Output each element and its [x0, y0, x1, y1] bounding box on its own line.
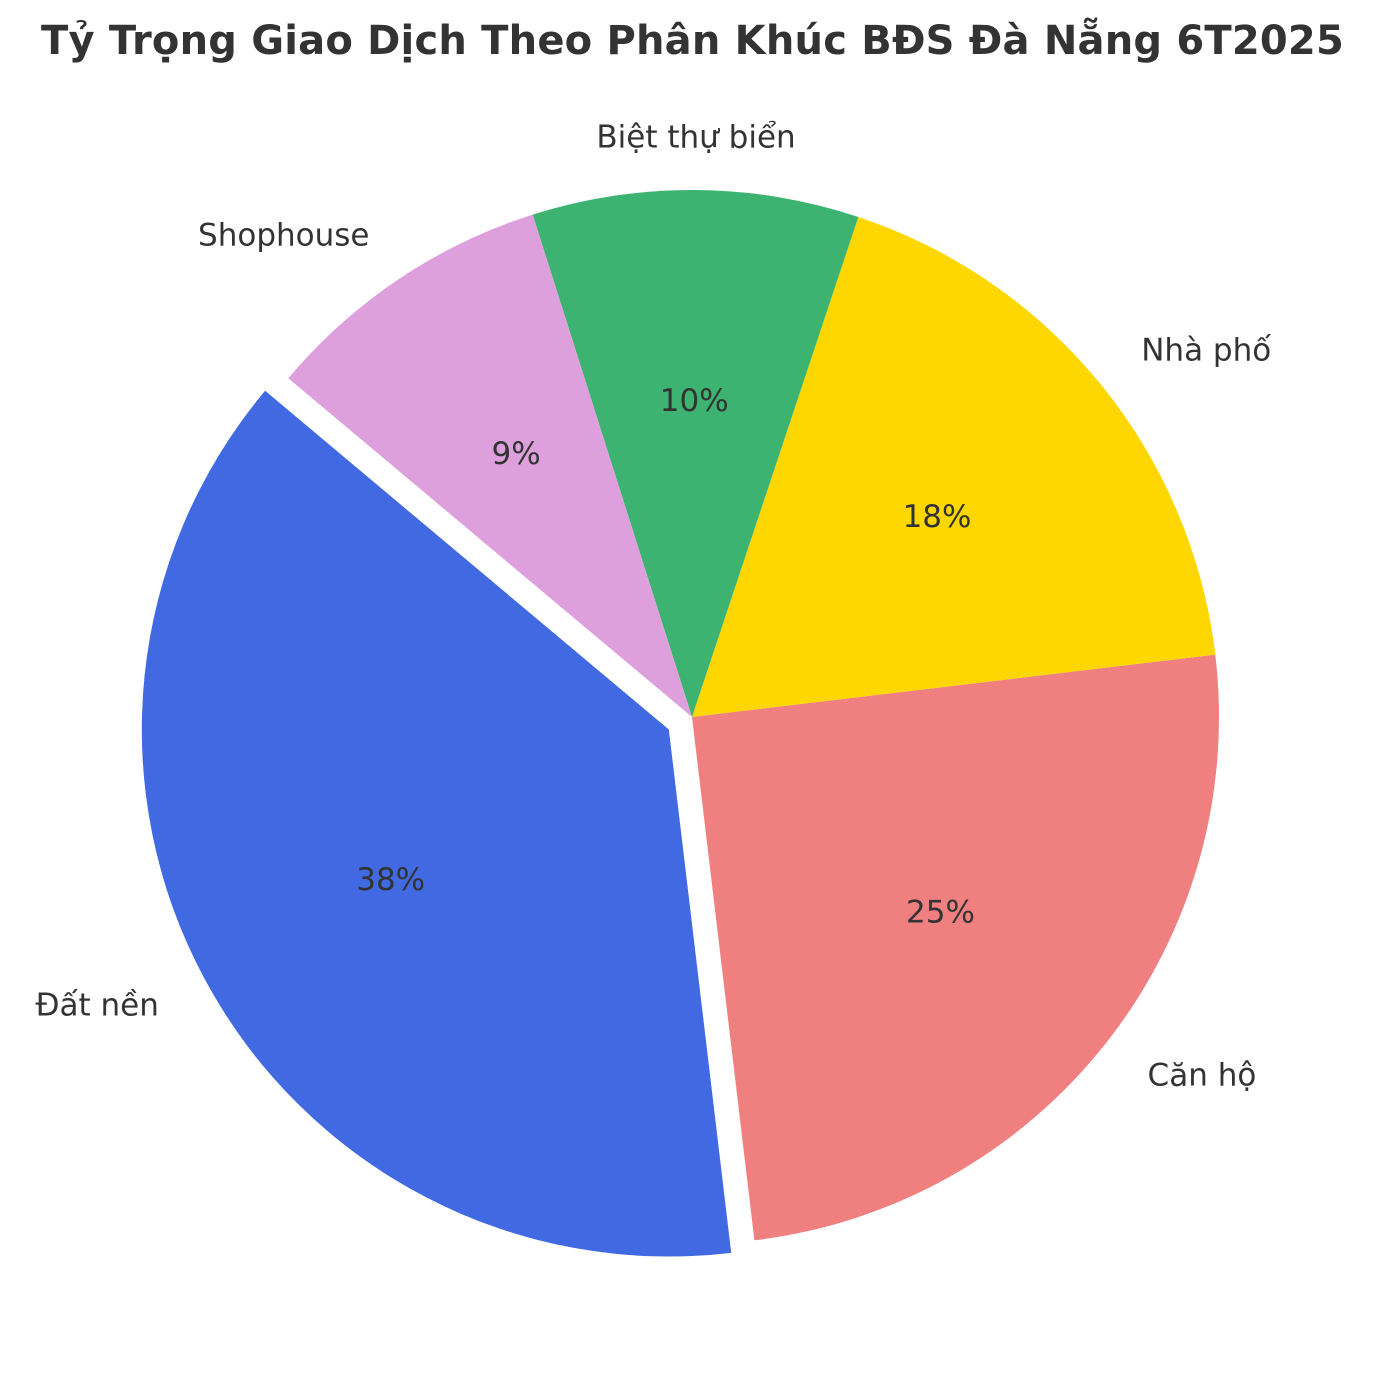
pie-slice-shophouse [288, 214, 692, 717]
pie-slice-biet-thu-bien [532, 190, 859, 717]
pie-slices [141, 190, 1219, 1257]
category-label-dat-nen: Đất nền [35, 987, 158, 1023]
pct-label-nha-pho: 18% [903, 499, 972, 535]
category-label-biet-thu-bien: Biệt thự biển [596, 119, 795, 155]
category-label-nha-pho: Nhà phố [1141, 333, 1271, 369]
pie-slice-dat-nen [141, 390, 732, 1257]
pct-label-shophouse: 9% [492, 436, 541, 472]
category-label-can-ho: Căn hộ [1148, 1057, 1257, 1093]
pie-labels: 38% Đất nền 25% Căn hộ 18% Nhà phố 10% Biệt thự… [35, 119, 1271, 1093]
chart-title: Tỷ Trọng Giao Dịch Theo Phân Khúc BĐS Đà… [41, 18, 1344, 64]
pct-label-dat-nen: 38% [356, 862, 425, 898]
pct-label-can-ho: 25% [906, 895, 975, 931]
category-label-shophouse: Shophouse [198, 217, 369, 253]
pct-label-biet-thu-bien: 10% [660, 383, 729, 419]
pie-slice-nha-pho [692, 216, 1216, 718]
pie-slice-can-ho [692, 654, 1219, 1241]
